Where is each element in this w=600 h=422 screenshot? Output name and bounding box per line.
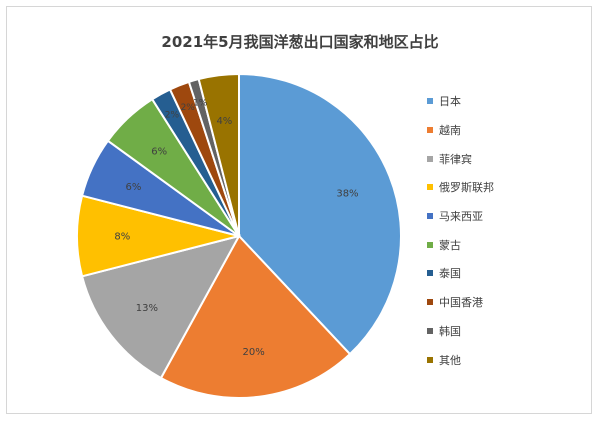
legend-item-4: 马来西亚 [427, 202, 494, 231]
data-label-6: 2% [165, 110, 180, 120]
legend-label-5: 蒙古 [439, 238, 461, 252]
legend-item-9: 其他 [427, 345, 494, 374]
legend-label-0: 日本 [439, 95, 461, 109]
legend-swatch-0 [427, 98, 433, 105]
legend-label-3: 俄罗斯联邦 [439, 181, 494, 195]
legend-label-2: 菲律宾 [439, 152, 472, 166]
pie-slice-1 [159, 234, 352, 399]
data-label-3: 8% [114, 232, 130, 243]
chart-legend: 日本越南菲律宾俄罗斯联邦马来西亚蒙古泰国中国香港韩国其他 [427, 87, 494, 374]
chart-frame: 2021年5月我国洋葱出口国家和地区占比 38% 20% 13% 8% 6% 6% 2% 2%… [6, 6, 592, 414]
data-label-8: 1% [193, 99, 208, 109]
legend-item-6: 泰国 [427, 259, 494, 288]
legend-swatch-6 [427, 270, 433, 277]
pie-slice-0 [238, 72, 402, 356]
data-label-0: 38% [336, 189, 358, 200]
legend-item-8: 韩国 [427, 317, 494, 346]
legend-label-8: 韩国 [439, 324, 461, 338]
legend-item-5: 蒙古 [427, 230, 494, 259]
legend-item-2: 菲律宾 [427, 144, 494, 173]
data-label-1: 20% [243, 347, 265, 358]
legend-label-7: 中国香港 [439, 296, 483, 310]
data-label-4: 6% [126, 182, 142, 193]
legend-label-6: 泰国 [439, 267, 461, 281]
legend-swatch-1 [427, 127, 433, 134]
legend-item-1: 越南 [427, 116, 494, 145]
legend-swatch-5 [427, 241, 433, 248]
pie-chart: 38%20%13%8%6%6%2%2%1%4% [76, 72, 402, 399]
legend-swatch-4 [427, 213, 433, 220]
legend-label-9: 其他 [439, 353, 461, 367]
legend-label-4: 马来西亚 [439, 210, 483, 224]
legend-swatch-7 [427, 299, 433, 306]
legend-swatch-3 [427, 184, 433, 191]
legend-item-7: 中国香港 [427, 288, 494, 317]
data-label-2: 13% [136, 303, 158, 314]
legend-swatch-9 [427, 356, 433, 363]
legend-swatch-2 [427, 155, 433, 162]
pie-slice-9 [197, 72, 240, 237]
chart-title: 2021年5月我国洋葱出口国家和地区占比 [161, 33, 439, 51]
legend-item-0: 日本 [427, 87, 494, 116]
legend-label-1: 越南 [439, 124, 461, 138]
data-label-7: 2% [181, 103, 196, 113]
data-label-5: 6% [151, 146, 167, 157]
legend-item-3: 俄罗斯联邦 [427, 173, 494, 202]
data-label-9: 4% [216, 116, 232, 127]
pie-slice-2 [80, 234, 241, 380]
legend-swatch-8 [427, 327, 433, 334]
